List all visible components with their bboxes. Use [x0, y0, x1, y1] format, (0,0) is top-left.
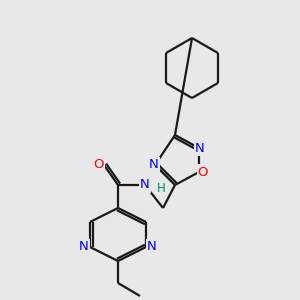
Text: H: H — [157, 182, 165, 194]
Text: N: N — [140, 178, 150, 191]
Text: N: N — [79, 241, 89, 254]
Text: O: O — [198, 166, 208, 178]
Text: N: N — [149, 158, 159, 172]
Text: O: O — [94, 158, 104, 170]
Text: N: N — [195, 142, 205, 154]
Text: N: N — [147, 241, 157, 254]
